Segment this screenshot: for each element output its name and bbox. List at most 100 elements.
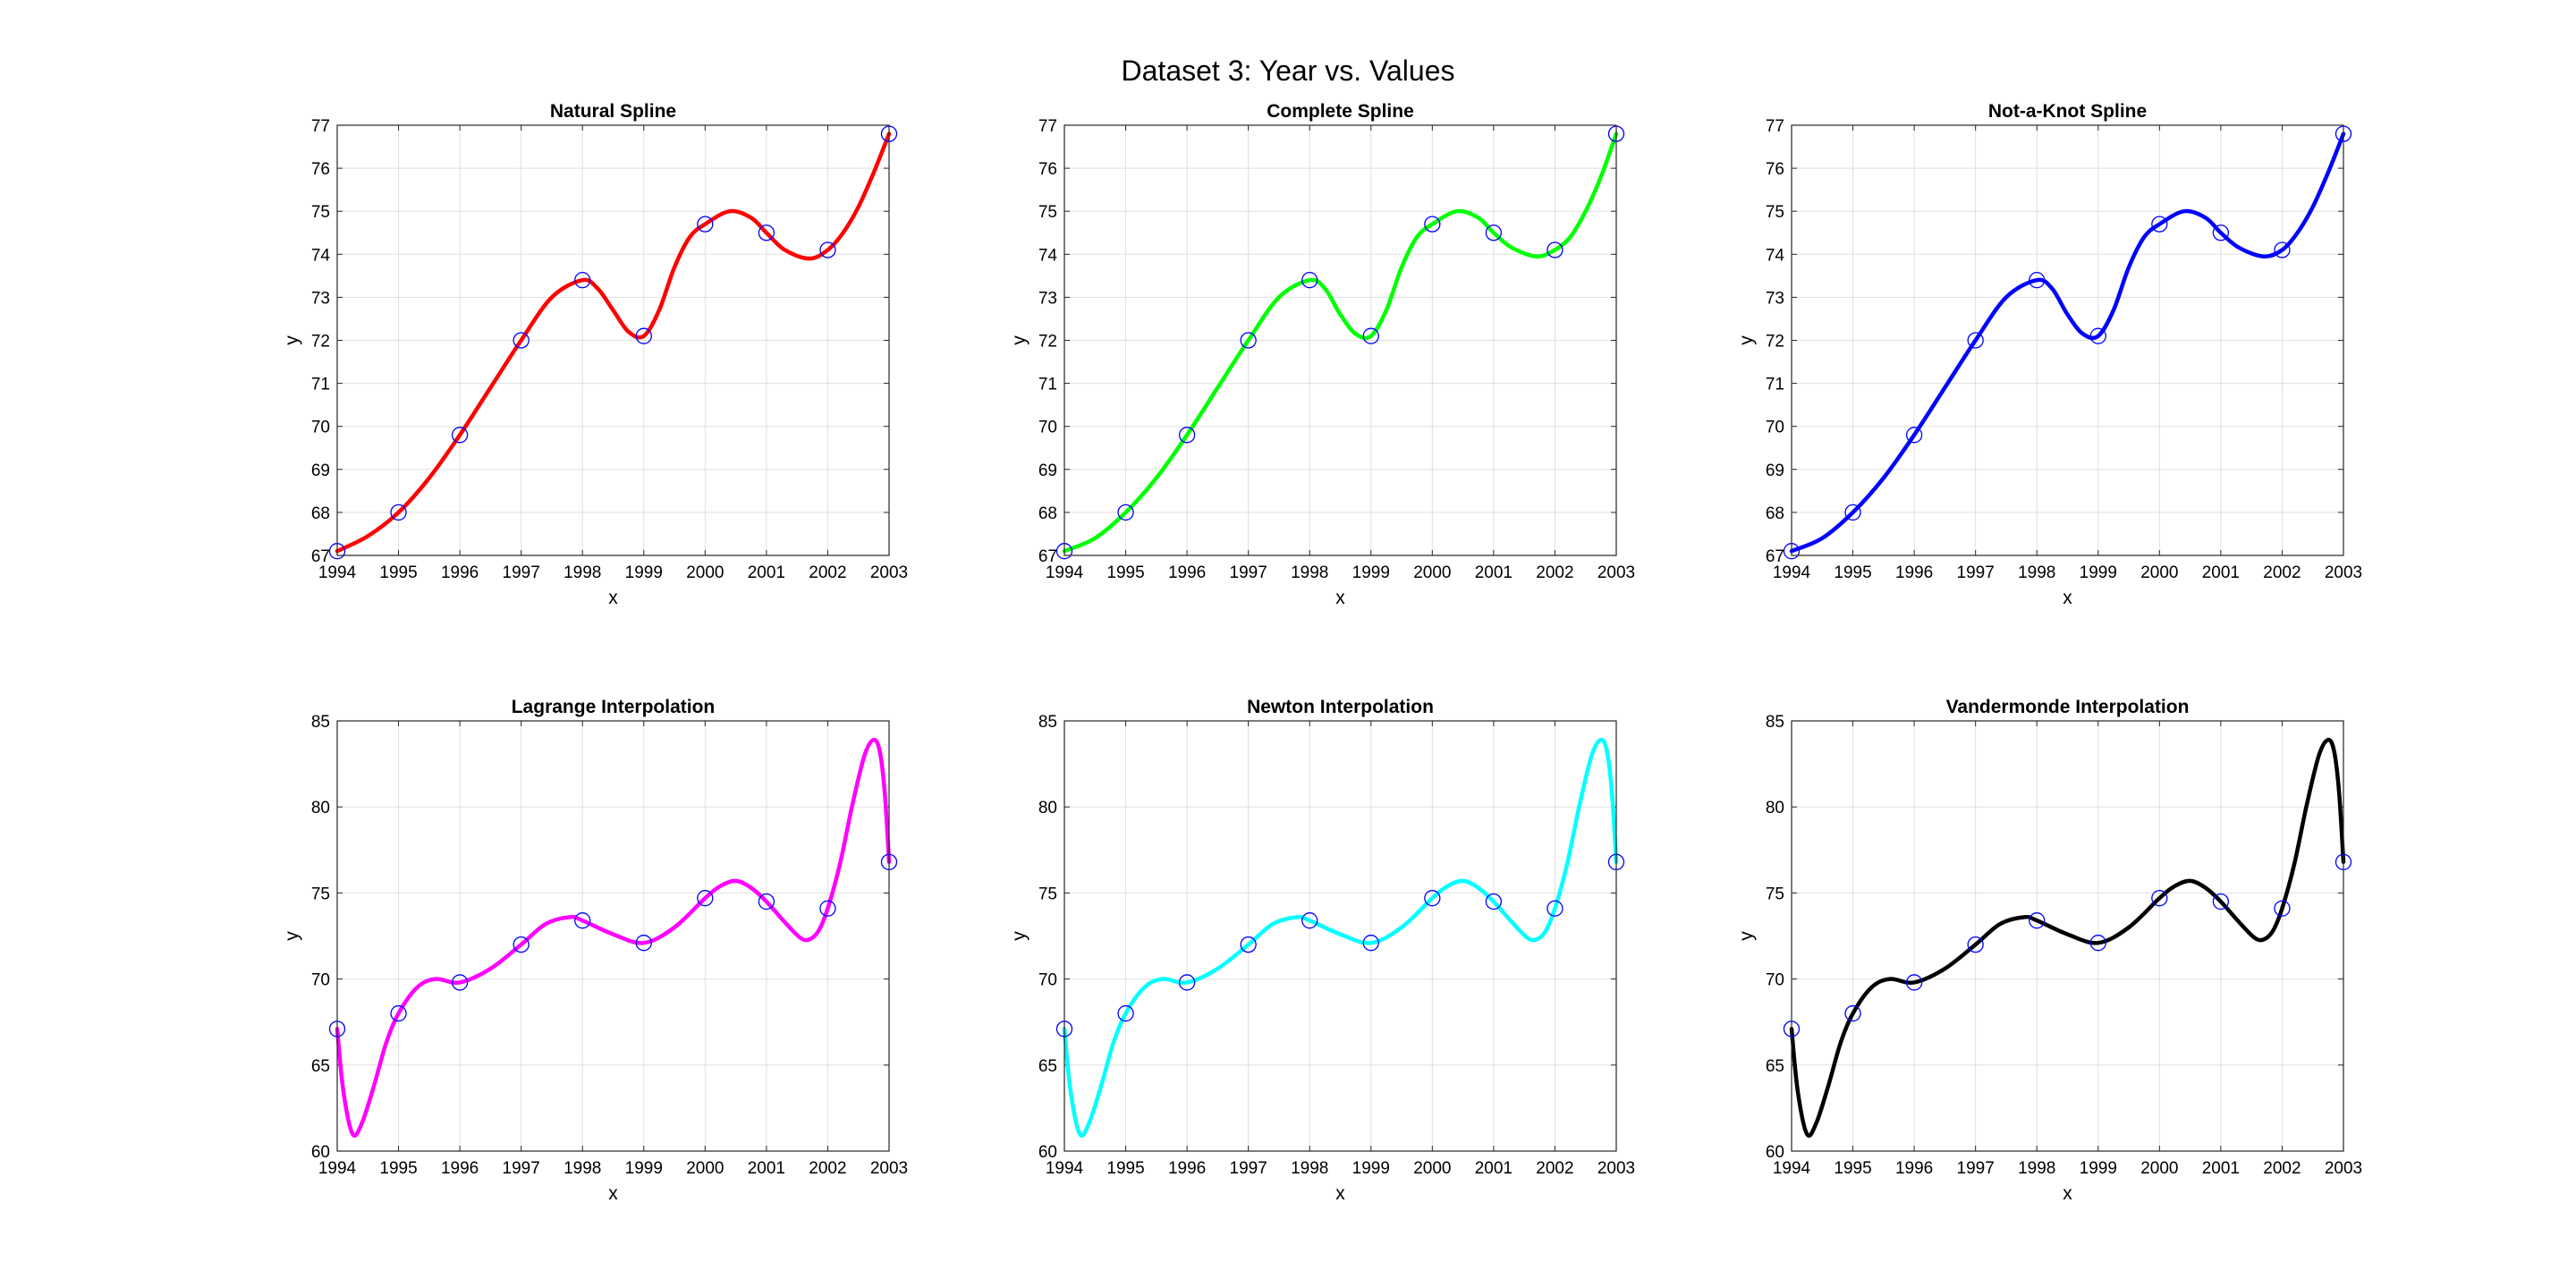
- axes-box: [1791, 124, 2344, 556]
- x-tick-label: 1997: [503, 563, 540, 582]
- data-point-marker: [1546, 241, 1563, 258]
- subplot-6: 1994 1995 1996 1997 1998 1999 2000 2001 2002 2003…: [1736, 697, 2362, 1204]
- y-tick-label: 75: [311, 203, 330, 222]
- x-tick-label: 2002: [2263, 563, 2301, 582]
- y-tick-label: 68: [311, 504, 330, 523]
- x-tick-label: 2003: [1597, 1159, 1635, 1178]
- data-point-marker: [1967, 332, 1984, 349]
- axes-box: [1063, 124, 1617, 556]
- x-tick-label: 1994: [1046, 563, 1084, 582]
- y-tick-label: 60: [1038, 1143, 1057, 1162]
- x-tick-label: 1995: [1106, 1159, 1144, 1178]
- x-tick-label: 1996: [1168, 563, 1206, 582]
- data-point-marker: [1362, 935, 1379, 952]
- data-point-marker: [574, 912, 591, 929]
- data-point-marker: [2274, 241, 2291, 258]
- x-tick-label: 2002: [1536, 563, 1573, 582]
- data-point-marker: [2212, 224, 2230, 241]
- x-tick-label: 2001: [2202, 1159, 2240, 1178]
- x-tick-label: 1996: [1895, 563, 1933, 582]
- subplot-title: Complete Spline: [1267, 101, 1414, 122]
- x-tick-label: 1995: [379, 1159, 417, 1178]
- x-tick-label: 1997: [1957, 563, 1995, 582]
- subplot-2: 1994 1995 1996 1997 1998 1999 2000 2001 2002 2003…: [1009, 101, 1635, 608]
- y-tick-label: 70: [1766, 419, 1784, 437]
- data-point-marker: [1485, 224, 1503, 241]
- y-tick-label: 75: [311, 885, 330, 903]
- data-point-marker: [1117, 504, 1134, 521]
- x-tick-label: 2001: [1475, 563, 1513, 582]
- data-point-marker: [635, 935, 652, 952]
- y-tick-label: 67: [1038, 547, 1057, 566]
- data-point-marker: [2089, 327, 2106, 344]
- x-tick-label: 2000: [1413, 1159, 1451, 1178]
- x-tick-label: 1995: [1834, 1159, 1871, 1178]
- x-axis-label: x: [1335, 588, 1345, 608]
- x-tick-label: 1999: [625, 563, 663, 582]
- y-tick-label: 74: [1038, 246, 1058, 265]
- y-tick-label: 70: [1038, 419, 1057, 437]
- y-axis-label: y: [1736, 931, 1757, 941]
- x-tick-label: 1995: [1106, 563, 1144, 582]
- data-point-marker: [2029, 912, 2046, 929]
- y-axis-label: y: [1736, 335, 1757, 345]
- x-tick-label: 2003: [2325, 1159, 2362, 1178]
- data-point-marker: [758, 893, 775, 911]
- y-axis-label: y: [1009, 931, 1030, 941]
- x-tick-label: 1997: [1957, 1159, 1995, 1178]
- data-point-marker: [2029, 272, 2046, 289]
- axes-box: [336, 124, 890, 556]
- subplot-title: Newton Interpolation: [1247, 697, 1434, 717]
- y-tick-label: 77: [311, 117, 330, 136]
- data-point-marker: [1485, 893, 1503, 911]
- y-tick-label: 69: [311, 462, 330, 480]
- x-tick-label: 2002: [809, 563, 846, 582]
- x-tick-label: 2003: [870, 1159, 908, 1178]
- y-tick-label: 73: [1038, 289, 1057, 308]
- subplot-title: Natural Spline: [550, 101, 676, 122]
- data-point-marker: [1178, 974, 1196, 991]
- data-point-marker: [819, 241, 836, 258]
- x-tick-label: 1996: [441, 1159, 479, 1178]
- x-tick-label: 2002: [809, 1159, 846, 1178]
- data-point-marker: [697, 216, 714, 233]
- y-axis-label: y: [282, 335, 302, 345]
- axes-box: [336, 720, 890, 1152]
- y-tick-label: 71: [311, 376, 330, 394]
- x-tick-label: 1999: [2080, 1159, 2117, 1178]
- data-point-marker: [1967, 936, 1984, 953]
- data-point-marker: [574, 272, 591, 289]
- y-tick-label: 80: [1766, 799, 1784, 817]
- data-point-marker: [1301, 912, 1318, 929]
- data-point-marker: [2274, 900, 2291, 917]
- data-point-marker: [1301, 272, 1318, 289]
- x-tick-label: 1996: [441, 563, 479, 582]
- y-tick-label: 70: [1766, 971, 1784, 990]
- axes-box: [1791, 720, 2344, 1152]
- x-axis-label: x: [608, 1183, 618, 1204]
- data-point-marker: [1424, 890, 1441, 907]
- y-tick-label: 76: [311, 160, 330, 179]
- x-tick-label: 2000: [1413, 563, 1451, 582]
- y-tick-label: 74: [1766, 246, 1785, 265]
- y-tick-label: 75: [1766, 885, 1784, 903]
- data-point-marker: [2151, 216, 2168, 233]
- data-point-marker: [1905, 427, 1923, 444]
- y-axis-label: y: [1009, 335, 1030, 345]
- data-point-marker: [513, 332, 530, 349]
- subplot-4: 1994 1995 1996 1997 1998 1999 2000 2001 2002 2003…: [282, 697, 908, 1204]
- x-tick-label: 1997: [1230, 1159, 1267, 1178]
- data-point-marker: [758, 224, 775, 241]
- x-tick-label: 2000: [686, 563, 724, 582]
- data-point-marker: [1362, 327, 1379, 344]
- data-point-marker: [1546, 900, 1563, 917]
- interpolation-curve: [335, 131, 892, 554]
- y-tick-label: 71: [1038, 376, 1057, 394]
- data-point-marker: [1844, 504, 1861, 521]
- x-tick-label: 2002: [1536, 1159, 1573, 1178]
- x-tick-label: 1998: [564, 1159, 601, 1178]
- data-point-marker: [1117, 1004, 1134, 1022]
- interpolation-curve: [335, 737, 892, 1139]
- data-point-marker: [451, 427, 469, 444]
- y-tick-label: 69: [1038, 462, 1057, 480]
